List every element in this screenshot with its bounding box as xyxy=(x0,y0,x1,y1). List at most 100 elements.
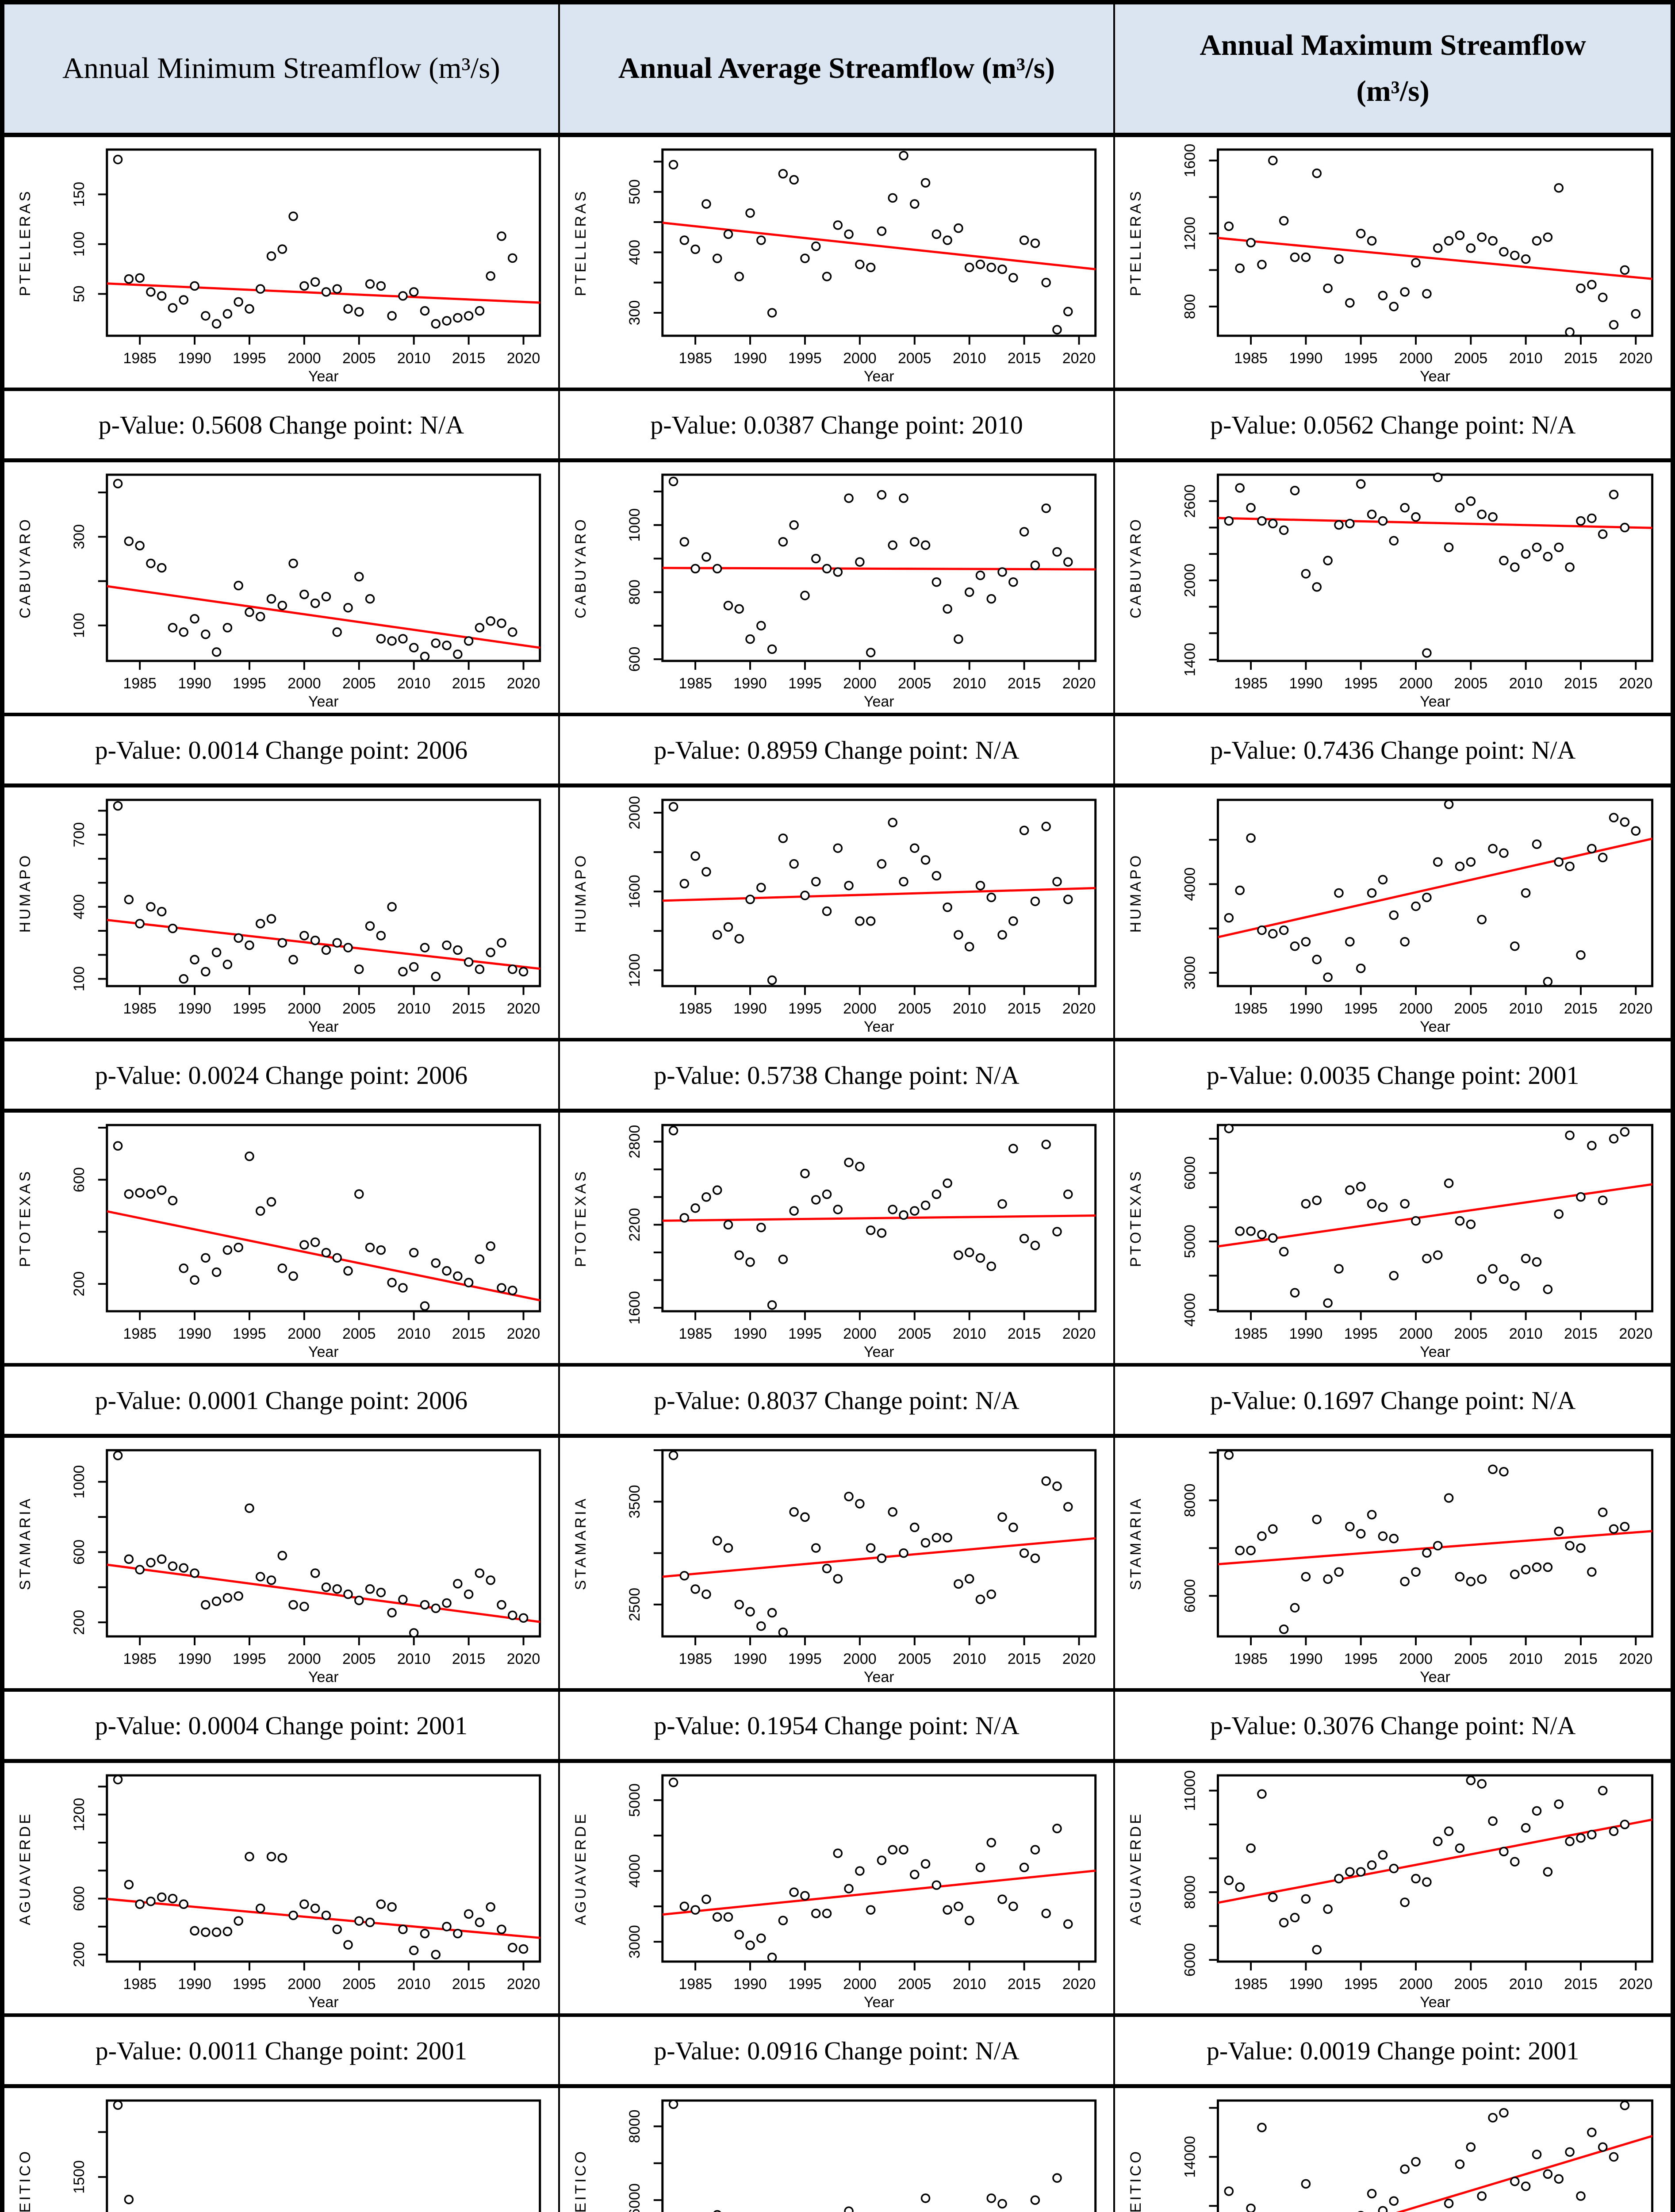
svg-text:1995: 1995 xyxy=(1344,1651,1378,1667)
svg-text:1400: 1400 xyxy=(1182,643,1199,676)
svg-text:1990: 1990 xyxy=(178,1325,211,1342)
svg-text:2015: 2015 xyxy=(1008,1651,1041,1667)
p-value-cell-ptelleras-max: p-Value: 0.0562 Change point: N/A xyxy=(1210,410,1576,439)
scatter-points xyxy=(1224,472,1630,658)
svg-text:2005: 2005 xyxy=(1454,350,1488,367)
plot-cell-ptotexas-max: 1985 1990 1995 2000 2005 2010 2015 2020 Year 4000… xyxy=(1115,1113,1671,1363)
y-axis: 3000 4000 5000 xyxy=(626,1783,663,1959)
stats-row-ptotexas: p-Value: 0.0001 Change point: 2006 p-Valu… xyxy=(4,1363,1671,1438)
trend-line xyxy=(662,1870,1096,1916)
x-axis-title: Year xyxy=(308,1018,339,1035)
svg-text:1990: 1990 xyxy=(733,350,767,367)
svg-text:1995: 1995 xyxy=(788,1976,822,1993)
svg-text:2005: 2005 xyxy=(342,675,376,692)
p-value-cell-ptelleras-avg: p-Value: 0.0387 Change point: 2010 xyxy=(560,391,1115,458)
svg-text:1500: 1500 xyxy=(71,2160,88,2194)
x-axis-title: Year xyxy=(308,1994,339,2011)
table-header-row: Annual Minimum Streamflow (m³/s) Annual … xyxy=(4,4,1671,137)
svg-text:1600: 1600 xyxy=(626,875,643,908)
x-axis: 1985 1990 1995 2000 2005 2010 2015 2020 xyxy=(1234,661,1652,692)
scatter-points xyxy=(113,1451,529,1638)
svg-text:2010: 2010 xyxy=(397,675,431,692)
x-axis: 1985 1990 1995 2000 2005 2010 2015 2020 xyxy=(1234,986,1652,1017)
trend-line xyxy=(1218,237,1653,280)
svg-text:600: 600 xyxy=(626,647,643,672)
svg-text:1995: 1995 xyxy=(788,1651,822,1667)
svg-text:4000: 4000 xyxy=(626,1854,643,1888)
y-axis: 800 1200 1600 xyxy=(1182,144,1218,319)
station-label: ACEITICO xyxy=(572,2149,589,2212)
scatter-points xyxy=(1224,2101,1630,2212)
svg-text:2010: 2010 xyxy=(953,675,986,692)
plot-frame xyxy=(661,1774,1096,1963)
stats-row-aguaverde: p-Value: 0.0011 Change point: 2001 p-Valu… xyxy=(4,2013,1671,2088)
scatter-plot-aceitico-min: 19851990199520002005201020152020Year5001… xyxy=(17,2099,541,2212)
scatter-plot-ptelleras-avg: 1985 1990 1995 2000 2005 2010 2015 2020 Year 300 4… xyxy=(572,148,1096,385)
plot-cell-stamaria-min: 1985 1990 1995 2000 2005 2010 2015 2020 Year 200 6… xyxy=(4,1438,560,1689)
trend-line xyxy=(662,567,1096,571)
svg-text:1990: 1990 xyxy=(733,1000,767,1017)
plot-frame xyxy=(1217,2099,1654,2212)
svg-text:2020: 2020 xyxy=(507,1651,540,1667)
svg-text:1990: 1990 xyxy=(1289,350,1323,367)
station-label: HUMAPO xyxy=(17,853,34,933)
plot-row-humapo: 1985 1990 1995 2000 2005 2010 2015 2020 Year 100 4… xyxy=(4,787,1671,1038)
svg-text:2010: 2010 xyxy=(953,1976,986,1993)
station-label: STAMARIA xyxy=(17,1497,34,1590)
plot-frame xyxy=(1217,1124,1654,1313)
svg-text:1985: 1985 xyxy=(1234,1651,1268,1667)
y-axis: 100 300 xyxy=(71,492,107,638)
x-axis: 1985 1990 1995 2000 2005 2010 2015 2020 xyxy=(123,1311,540,1342)
svg-text:2000: 2000 xyxy=(1399,675,1433,692)
y-axis: 1000014000 xyxy=(1182,2107,1218,2207)
svg-text:2000: 2000 xyxy=(287,1325,321,1342)
svg-text:1990: 1990 xyxy=(178,1976,211,1993)
svg-text:2005: 2005 xyxy=(342,1000,376,1017)
svg-text:2000: 2000 xyxy=(843,1000,877,1017)
svg-text:200: 200 xyxy=(71,1610,88,1635)
svg-text:2020: 2020 xyxy=(1062,1651,1096,1667)
p-value-cell-humapo-avg: p-Value: 0.5738 Change point: N/A xyxy=(560,1041,1115,1109)
svg-text:8000: 8000 xyxy=(1182,1875,1199,1909)
svg-text:8000: 8000 xyxy=(626,2110,643,2143)
svg-text:2005: 2005 xyxy=(342,1976,376,1993)
scatter-plot-aguaverde-avg: 1985 1990 1995 2000 2005 2010 2015 2020 Year 3000… xyxy=(572,1774,1096,2011)
svg-text:1995: 1995 xyxy=(1344,350,1378,367)
svg-text:2000: 2000 xyxy=(843,1325,877,1342)
svg-text:1995: 1995 xyxy=(788,1000,822,1017)
scatter-plot-stamaria-max: 1985 1990 1995 2000 2005 2010 2015 2020 Year 6000… xyxy=(1127,1449,1654,1686)
x-axis: 1985 1990 1995 2000 2005 2010 2015 2020 xyxy=(678,1311,1096,1342)
svg-text:2000: 2000 xyxy=(843,675,877,692)
svg-text:1985: 1985 xyxy=(678,350,712,367)
svg-text:2020: 2020 xyxy=(1619,350,1653,367)
y-axis: 1200 1600 2000 xyxy=(626,796,663,987)
svg-text:2005: 2005 xyxy=(898,675,931,692)
svg-text:2000: 2000 xyxy=(1399,1000,1433,1017)
svg-text:1990: 1990 xyxy=(1289,1976,1323,1993)
scatter-points xyxy=(668,1125,1073,1310)
svg-text:2020: 2020 xyxy=(507,675,540,692)
svg-text:2005: 2005 xyxy=(898,1651,931,1667)
p-value-cell-ptotexas-max: p-Value: 0.1697 Change point: N/A xyxy=(1210,1386,1576,1415)
station-label: PTELLERAS xyxy=(17,189,34,296)
y-axis: 200 600 xyxy=(71,1126,107,1297)
scatter-plot-ptelleras-max: 1985 1990 1995 2000 2005 2010 2015 2020 Year 800 1… xyxy=(1127,144,1654,385)
x-axis-title: Year xyxy=(1420,1994,1450,2011)
svg-text:1985: 1985 xyxy=(123,1000,157,1017)
trend-line xyxy=(1218,1818,1653,1904)
stats-row-stamaria: p-Value: 0.0004 Change point: 2001 p-Valu… xyxy=(4,1688,1671,1763)
svg-text:2015: 2015 xyxy=(1008,1325,1041,1342)
scatter-plot-stamaria-min: 1985 1990 1995 2000 2005 2010 2015 2020 Year 200 6… xyxy=(17,1449,541,1686)
svg-text:1985: 1985 xyxy=(678,675,712,692)
station-label: CABUYARO xyxy=(1127,517,1144,618)
svg-text:4000: 4000 xyxy=(1182,1293,1199,1327)
svg-text:1995: 1995 xyxy=(1344,1976,1378,1993)
plot-frame xyxy=(661,473,1096,662)
x-axis: 1985 1990 1995 2000 2005 2010 2015 2020 xyxy=(123,1961,540,1993)
plot-cell-aguaverde-max: 1985 1990 1995 2000 2005 2010 2015 2020 Year 6000… xyxy=(1115,1763,1671,2014)
y-axis: 4000 5000 6000 xyxy=(1182,1138,1218,1327)
svg-text:1985: 1985 xyxy=(1234,1976,1268,1993)
svg-text:50: 50 xyxy=(71,285,88,302)
svg-text:2020: 2020 xyxy=(1062,1000,1096,1017)
scatter-plot-ptotexas-min: 1985 1990 1995 2000 2005 2010 2015 2020 Year 200 6… xyxy=(17,1124,541,1360)
